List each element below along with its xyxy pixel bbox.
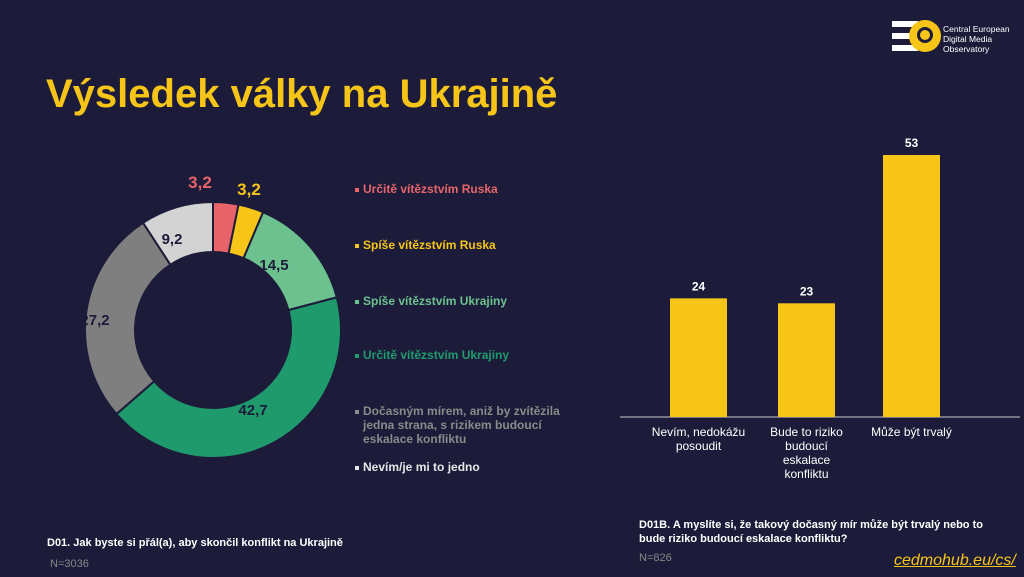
page-title: Výsledek války na Ukrajině bbox=[46, 72, 558, 116]
bar-value-label: 23 bbox=[800, 284, 814, 298]
donut-slice bbox=[141, 200, 214, 267]
legend-swatch bbox=[355, 465, 359, 470]
bar-category-label: Může být trvalý bbox=[871, 425, 952, 439]
slice-label: 9,2 bbox=[162, 231, 183, 248]
legend-label: Dočasným mírem, aniž by zvítězila jedna … bbox=[363, 404, 560, 446]
bar-value-label: 53 bbox=[905, 136, 919, 150]
bar-value-label: 24 bbox=[692, 279, 706, 293]
legend-item: Určitě vítězstvím Ruska bbox=[355, 182, 498, 196]
question-right: D01B. A myslíte si, že takový dočasný mí… bbox=[639, 519, 983, 545]
bar bbox=[883, 155, 940, 417]
donut-slice bbox=[84, 221, 172, 416]
legend-swatch bbox=[355, 409, 359, 414]
slice-label: 14,5 bbox=[259, 257, 288, 274]
bar-chart: 24 23 53 bbox=[620, 136, 1020, 418]
legend-swatch bbox=[355, 243, 359, 248]
donut-slice bbox=[115, 296, 342, 459]
legend-label: Spíše vítězstvím Ruska bbox=[363, 238, 496, 252]
slice-label: 3,2 bbox=[188, 173, 212, 192]
legend-swatch bbox=[355, 299, 359, 304]
question-left: D01. Jak byste si přál(a), aby skončil k… bbox=[47, 537, 343, 549]
donut-slice bbox=[242, 210, 338, 312]
n-right: N=826 bbox=[639, 552, 672, 564]
bar bbox=[778, 303, 835, 417]
bar bbox=[670, 298, 727, 417]
legend-item: Spíše vítězstvím Ruska bbox=[355, 238, 496, 252]
slice-label: 3,2 bbox=[237, 180, 261, 199]
slice-label: 27,2 bbox=[80, 312, 109, 329]
legend-label: Nevím/je mi to jedno bbox=[363, 460, 480, 474]
legend-label: Určitě vítězstvím Ukrajiny bbox=[363, 348, 510, 362]
n-left: N=3036 bbox=[50, 558, 89, 570]
bar-category-label: Nevím, nedokážu posoudit bbox=[651, 425, 746, 453]
donut-chart: 3,2 3,2 14,5 42,7 27,2 9,2 bbox=[80, 173, 342, 459]
bar-category-label: Bude to riziko budoucí eskalace konflikt… bbox=[770, 425, 843, 481]
legend-label: Spíše vítězstvím Ukrajiny bbox=[363, 294, 508, 308]
slice-label: 42,7 bbox=[238, 402, 267, 419]
cedmohub-link[interactable]: cedmohub.eu/cs/ bbox=[894, 552, 1016, 569]
legend-item: Spíše vítězstvím Ukrajiny bbox=[355, 294, 507, 308]
legend-item: Určitě vítězstvím Ukrajiny bbox=[355, 348, 509, 362]
legend-swatch bbox=[355, 353, 359, 358]
logo-text: Central European Digital Media Observatory bbox=[943, 24, 1010, 54]
legend-swatch bbox=[355, 187, 359, 192]
legend-label: Určitě vítězstvím Ruska bbox=[363, 182, 498, 196]
cedmo-logo bbox=[892, 20, 941, 52]
legend-item: Nevím/je mi to jedno bbox=[355, 460, 480, 474]
legend-item: Dočasným mírem, aniž by zvítězila jedna … bbox=[355, 404, 575, 446]
